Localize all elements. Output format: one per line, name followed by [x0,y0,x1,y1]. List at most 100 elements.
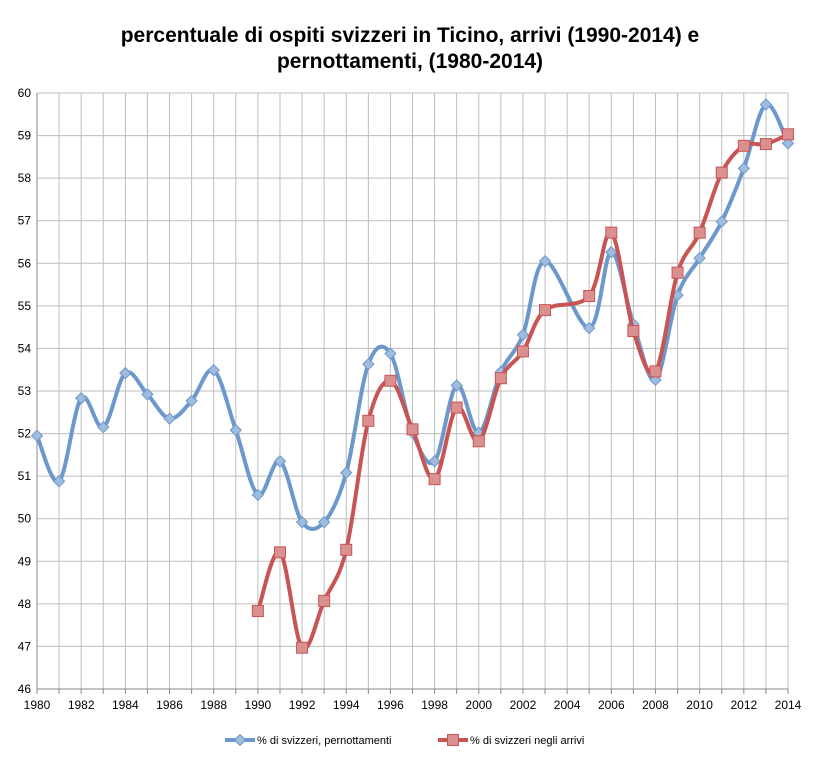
data-point-1 [428,473,441,486]
y-tick-label: 51 [18,469,32,483]
x-tick-label: 1992 [289,698,316,712]
x-tick-label: 1984 [112,698,139,712]
data-point-0 [30,429,44,442]
chart-title-line1: percentuale di ospiti svizzeri in Ticino… [121,24,700,47]
data-point-0 [97,420,110,434]
data-point-1 [406,423,419,436]
x-tick-label: 1990 [245,698,272,712]
y-tick-label: 47 [18,639,32,653]
data-point-1 [516,345,529,358]
y-tick-label: 53 [18,384,32,398]
y-tick-label: 48 [18,597,32,611]
data-point-0 [119,366,132,380]
x-tick-label: 2000 [465,698,492,712]
x-tick-label: 2014 [775,698,802,712]
x-tick-label: 2010 [686,698,713,712]
x-tick-label: 2008 [642,698,669,712]
series-1 [251,128,794,654]
y-tick-label: 55 [18,299,32,313]
legend-item-0: % di svizzeri, pernottamenti [225,733,392,747]
legend-item-1: % di svizzeri negli arrivi [438,734,584,747]
y-tick-label: 49 [18,554,32,568]
data-point-0 [317,515,331,529]
gridlines [37,92,789,689]
x-tick-label: 1986 [156,698,183,712]
data-point-1 [251,605,264,618]
y-tick-label: 58 [18,171,32,185]
x-tick-label: 2002 [510,698,537,712]
x-tick-label: 2004 [554,698,581,712]
data-point-0 [340,466,353,479]
data-point-0 [737,162,751,175]
data-point-0 [693,251,706,265]
legend-label-0: % di svizzeri, pernottamenti [257,735,392,747]
x-tick-labels: 1980 1982 1984 1986 1988 1990 1992 1994 1996 1998… [24,698,802,712]
data-point-1 [296,641,309,654]
legend: % di svizzeri, pernottamenti % di svizzer… [225,733,584,747]
x-tick-label: 1996 [377,698,404,712]
x-tick-label: 1980 [24,698,51,712]
data-point-0 [715,215,728,228]
data-point-0 [163,412,176,425]
data-point-1 [759,138,772,151]
data-point-0 [207,363,220,377]
y-tick-label: 52 [18,427,32,441]
legend-marker-0 [233,733,247,747]
y-tick-label: 46 [18,682,32,696]
data-point-0 [141,388,154,401]
chart-title-line2: pernottamenti, (1980-2014) [277,50,543,73]
data-point-0 [185,394,198,407]
legend-label-1: % di svizzeri negli arrivi [470,735,584,747]
data-point-1 [605,226,618,239]
data-point-1 [494,372,507,385]
data-point-1 [715,166,728,179]
data-point-1 [273,546,286,559]
data-point-0 [384,347,397,360]
data-point-0 [74,392,88,405]
axes [36,93,789,694]
x-tick-label: 2012 [730,698,757,712]
x-tick-label: 1988 [200,698,227,712]
data-point-1 [627,324,640,337]
y-tick-label: 59 [18,129,32,143]
data-point-1 [318,594,331,607]
x-tick-label: 2006 [598,698,625,712]
x-tick-label: 1998 [421,698,448,712]
data-point-1 [362,414,375,427]
y-tick-label: 57 [18,214,32,228]
data-point-1 [539,304,552,317]
y-tick-labels: 46 47 48 49 50 51 52 53 54 55 56 57 58 59 60 [18,86,32,696]
data-point-0 [273,455,287,468]
data-point-1 [450,401,463,414]
data-point-0 [582,321,596,335]
data-point-1 [649,365,662,378]
data-point-0 [781,137,795,150]
y-tick-label: 60 [18,86,32,100]
data-point-1 [472,435,485,448]
data-point-0 [229,423,243,437]
y-tick-label: 54 [18,341,32,355]
data-point-1 [737,139,750,152]
data-point-0 [605,246,618,259]
data-point-1 [782,128,794,141]
data-point-0 [295,515,309,529]
data-point-1 [340,543,353,556]
x-tick-label: 1994 [333,698,360,712]
y-tick-label: 50 [18,512,32,526]
data-point-1 [583,290,596,303]
data-point-0 [450,379,463,392]
data-point-1 [693,226,706,239]
x-tick-label: 1982 [68,698,95,712]
data-point-0 [251,488,265,502]
series [30,98,795,654]
legend-marker-1 [447,734,459,746]
data-point-0 [759,98,773,111]
data-point-0 [538,254,552,268]
data-point-1 [384,374,397,387]
data-point-0 [362,357,375,371]
data-point-1 [671,266,684,279]
data-point-0 [428,455,441,468]
data-point-0 [52,475,66,488]
data-point-0 [516,328,530,342]
